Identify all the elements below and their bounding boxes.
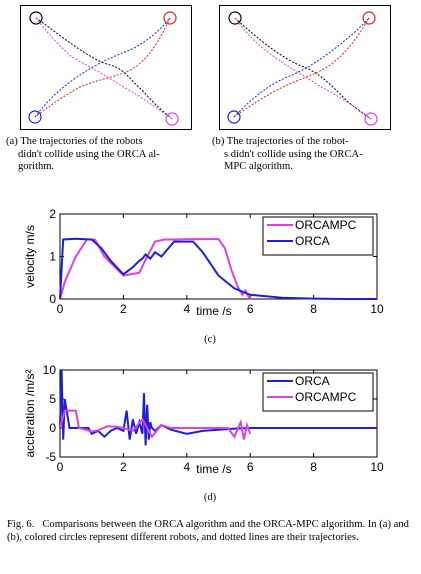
x-tick-label: 8 [310, 460, 317, 474]
trajectory-line [234, 17, 372, 120]
x-tick-label: 2 [120, 302, 127, 316]
figure-caption-label: Fig. 6. [7, 519, 35, 530]
panel-label-c: (c) [204, 334, 216, 345]
y-axis-label: velocity m/s [23, 225, 37, 288]
legend-box [262, 216, 374, 256]
legend-label: ORCA [295, 374, 330, 388]
x-tick-label: 6 [247, 460, 254, 474]
trajectory-plot-orca-mpc [219, 5, 391, 130]
robot-circle [362, 11, 376, 25]
trajectory-line [34, 17, 171, 118]
caption-b: (b) The trajectories of the robot- s did… [212, 136, 417, 174]
trajectory-line [34, 17, 171, 118]
x-tick-label: 8 [310, 302, 317, 316]
caption-a: (a) The trajectories of the robots didn'… [6, 136, 206, 174]
trajectory-line [233, 17, 370, 118]
trajectory-line [234, 17, 372, 120]
x-tick-label: 10 [370, 460, 384, 474]
figure-caption-text: Comparisons between the ORCA algorithm a… [7, 519, 409, 543]
x-tick-label: 10 [370, 302, 384, 316]
robot-circle [163, 11, 177, 25]
robot-circle [364, 112, 378, 126]
x-tick-label: 4 [183, 302, 190, 316]
series-line [59, 409, 252, 440]
series-line [59, 237, 377, 300]
trajectory-line [233, 17, 370, 118]
legend-label: ORCAMPC [295, 218, 357, 232]
series-line [59, 369, 377, 446]
caption-a-line: didn't collide using the ORCA al- [18, 148, 160, 160]
x-axis-label: time /s [196, 462, 231, 476]
velocity-chart: 0 1 2 0 2 4 6 8 10 time /s velocity m/s ORCAMPC ORCA [23, 207, 384, 318]
legend-box [262, 372, 374, 412]
robot-circle [28, 110, 42, 124]
panel-label-d: (d) [203, 492, 217, 503]
legend-label: ORCAMPC [295, 390, 357, 404]
robot-circle [165, 112, 179, 126]
trajectory-plot-orca [20, 5, 192, 130]
plot-frame [219, 5, 391, 130]
figure-caption: Fig. 6. Comparisons between the ORCA alg… [7, 518, 417, 544]
caption-b-line: (b) The trajectories of the robot- [212, 136, 349, 147]
caption-b-line: MPC algorithm. [224, 161, 293, 173]
x-tick-label: 0 [57, 460, 64, 474]
robot-circle [227, 110, 241, 124]
y-tick-label: 2 [49, 207, 56, 221]
x-tick-label: 4 [183, 460, 190, 474]
legend-label: ORCA [295, 234, 330, 248]
trajectory-line [35, 17, 173, 120]
robot-circle [29, 11, 43, 25]
y-axis-label: accleration /m/s² [23, 369, 37, 457]
x-tick-label: 6 [247, 302, 254, 316]
plot-frame [20, 5, 192, 130]
y-tick-label: 0 [49, 421, 56, 435]
y-tick-label: 10 [43, 363, 57, 377]
caption-a-line: gorithm. [18, 161, 55, 173]
robot-circle [228, 11, 242, 25]
x-tick-label: 2 [120, 460, 127, 474]
caption-a-line: (a) The trajectories of the robots [6, 136, 143, 147]
y-tick-label: -5 [45, 450, 56, 464]
y-tick-label: 1 [49, 250, 56, 264]
x-tick-label: 0 [57, 302, 64, 316]
trajectory-line [35, 17, 173, 120]
y-tick-label: 5 [49, 392, 56, 406]
caption-b-line: s didn't collide using the ORCA- [224, 148, 363, 160]
x-axis-label: time /s [196, 304, 231, 318]
y-tick-label: 0 [49, 292, 56, 306]
